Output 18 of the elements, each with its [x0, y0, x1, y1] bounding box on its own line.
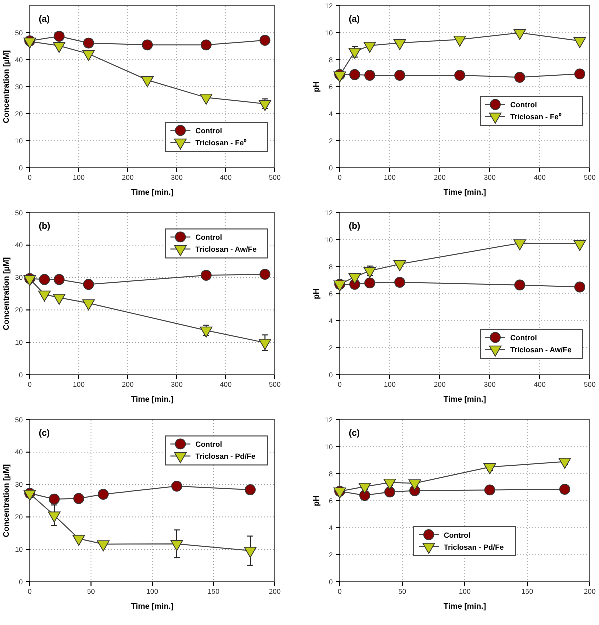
annotation: (c): [39, 428, 50, 438]
x-axis-title: Time [min.]: [131, 188, 174, 197]
x-axis-title: Time [min.]: [444, 395, 487, 404]
y-axis-title: Concentration [µM]: [2, 257, 11, 331]
x-axis-title: Time [min.]: [131, 395, 174, 404]
annotation: (b): [39, 221, 50, 231]
y-axis-title: Concentration [µM]: [2, 464, 11, 538]
annotation: (a): [39, 14, 50, 24]
x-axis-title: Time [min.]: [444, 602, 487, 611]
x-axis-title: Time [min.]: [131, 602, 174, 611]
x-axis-title: Time [min.]: [444, 188, 487, 197]
annotation: (c): [349, 428, 360, 438]
y-axis-title: pH: [312, 81, 321, 92]
y-axis-title: pH: [312, 495, 321, 506]
y-axis-title: Concentration [µM]: [2, 50, 11, 124]
annotation: (b): [349, 221, 360, 231]
annotation: (a): [349, 14, 360, 24]
y-axis-title: pH: [312, 288, 321, 300]
